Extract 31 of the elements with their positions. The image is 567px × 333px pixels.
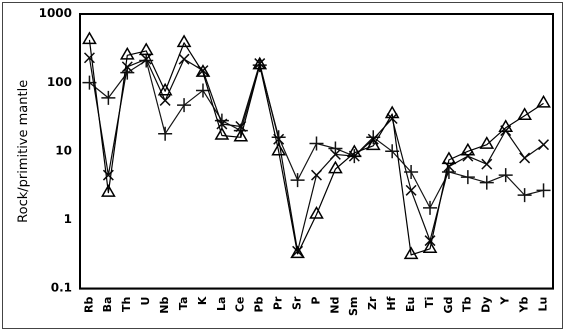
x-tick-label: Nd [328, 296, 342, 314]
x-tick-label: Dy [480, 296, 493, 313]
x-tick-label: K [196, 296, 209, 306]
x-tick-label: Nb [158, 296, 171, 314]
y-tick-label: 10 [55, 143, 72, 158]
x-tick-label: Ce [234, 296, 247, 312]
x-tick-label: Ti [422, 296, 436, 308]
y-axis-title: Rock/primitive mantle [16, 80, 32, 223]
x-tick-label: Pb [252, 296, 266, 313]
y-tick-label: 1 [64, 212, 72, 226]
y-tick-label: 100 [46, 74, 72, 89]
x-tick-label: Eu [404, 296, 417, 312]
x-tick-label: Th [120, 296, 134, 312]
x-tick-label: Rb [82, 296, 96, 313]
x-tick-label: Hf [385, 296, 398, 311]
x-tick-label: Sm [347, 296, 360, 316]
x-tick-label: Ba [101, 296, 114, 312]
x-tick-label: Sr [290, 296, 304, 310]
x-tick-label: Ta [176, 296, 190, 310]
x-tick-label: Gd [442, 296, 455, 314]
x-tick-label: La [214, 296, 228, 312]
x-tick-label: Y [498, 296, 512, 306]
x-tick-label: Lu [536, 296, 550, 312]
x-tick-label: Pr [272, 296, 285, 310]
x-tick-label: Yb [517, 296, 530, 314]
y-tick-label: 1000 [38, 6, 72, 20]
x-tick-label: P [309, 296, 322, 305]
x-tick-label: U [139, 296, 152, 306]
x-tick-label: Zr [366, 296, 380, 310]
y-tick-label: 0.1 [50, 280, 72, 295]
x-tick-label: Tb [460, 296, 474, 312]
